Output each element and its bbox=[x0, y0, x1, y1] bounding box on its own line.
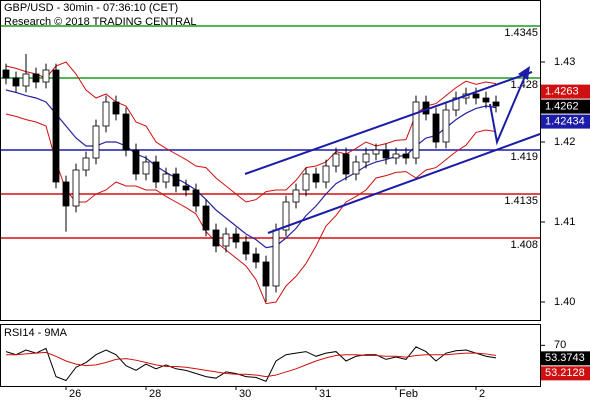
candle-body bbox=[242, 241, 250, 255]
candle-body bbox=[412, 101, 420, 159]
candle-body bbox=[432, 113, 440, 143]
candle-body bbox=[142, 161, 150, 175]
rsi-panel bbox=[5, 346, 497, 382]
arrow-head bbox=[518, 66, 530, 80]
candle-body bbox=[302, 173, 310, 191]
candle-body bbox=[92, 125, 100, 159]
candle-body bbox=[52, 69, 60, 183]
candle-body bbox=[72, 169, 80, 207]
candle-body bbox=[362, 153, 370, 163]
x-tick-label: 26 bbox=[69, 388, 81, 400]
candle-body bbox=[222, 233, 230, 247]
candle-body bbox=[42, 69, 50, 83]
x-tick-label: 2 bbox=[479, 388, 485, 400]
candle-body bbox=[22, 73, 30, 87]
candle-body bbox=[352, 161, 360, 175]
y-tick-label: 1.40 bbox=[554, 296, 575, 308]
y-tick-label: 1.41 bbox=[554, 216, 575, 228]
price-box-label: 1.42434 bbox=[545, 116, 585, 128]
candle-body bbox=[232, 233, 240, 243]
candle-body bbox=[132, 149, 140, 175]
candle-body bbox=[182, 185, 190, 191]
candle-body bbox=[152, 161, 160, 183]
candle-body bbox=[212, 229, 220, 247]
candle-body bbox=[372, 149, 380, 155]
candle-body bbox=[292, 189, 300, 203]
rsi-tick-label: 70 bbox=[554, 339, 566, 351]
rsi-line bbox=[5, 346, 497, 382]
candle-body bbox=[262, 261, 270, 287]
candle-body bbox=[82, 157, 90, 171]
level-label: 1.4345 bbox=[504, 27, 538, 39]
channel-lower bbox=[267, 133, 541, 234]
candle-body bbox=[472, 93, 480, 99]
x-tick-label: 31 bbox=[319, 388, 331, 400]
trend-channel bbox=[244, 66, 541, 234]
candle-body bbox=[442, 109, 450, 143]
candle-body bbox=[312, 173, 320, 183]
candle-body bbox=[252, 253, 260, 263]
candle-body bbox=[192, 189, 200, 207]
y-tick-label: 1.42 bbox=[554, 136, 575, 148]
candle-body bbox=[112, 101, 120, 115]
x-tick-label: 30 bbox=[239, 388, 251, 400]
price-box bbox=[541, 99, 590, 114]
level-label: 1.419 bbox=[510, 151, 538, 163]
candle-body bbox=[382, 149, 390, 159]
price-frame bbox=[0, 0, 541, 321]
candle-body bbox=[332, 153, 340, 167]
candle-body bbox=[392, 153, 400, 159]
candle-body bbox=[62, 181, 70, 207]
x-tick-label: 28 bbox=[149, 388, 161, 400]
level-label: 1.4135 bbox=[504, 195, 538, 207]
candle-body bbox=[202, 205, 210, 231]
candle-body bbox=[402, 153, 410, 159]
forecast-arrow bbox=[489, 73, 527, 146]
rsi-frame bbox=[0, 324, 541, 387]
candle-body bbox=[2, 69, 10, 79]
candle-body bbox=[322, 165, 330, 183]
rsi-line bbox=[6, 351, 497, 378]
candle-body bbox=[12, 77, 20, 87]
band-line bbox=[5, 113, 497, 305]
rsi-box-label: 53.3743 bbox=[545, 352, 585, 364]
candle-body bbox=[172, 173, 180, 187]
rsi-box bbox=[541, 366, 590, 381]
candle-body bbox=[272, 229, 280, 287]
chart-title: GBP/USD - 30min - 07:36:10 (CET) bbox=[4, 2, 178, 14]
level-label: 1.428 bbox=[510, 79, 538, 91]
channel-upper bbox=[244, 71, 533, 175]
candle-body bbox=[162, 173, 170, 183]
rsi-box bbox=[541, 351, 590, 366]
candle-body bbox=[282, 201, 290, 231]
chart-subtitle: Research © 2018 TRADING CENTRAL bbox=[4, 16, 197, 28]
candle-body bbox=[492, 101, 500, 107]
price-box bbox=[541, 114, 590, 129]
candle-body bbox=[32, 73, 40, 83]
rsi-box-label: 53.2128 bbox=[545, 367, 585, 379]
y-tick-label: 1.43 bbox=[554, 56, 575, 68]
level-label: 1.408 bbox=[510, 239, 538, 251]
price-box bbox=[541, 84, 590, 99]
price-box-label: 1.4262 bbox=[545, 101, 579, 113]
price-box-label: 1.4263 bbox=[545, 86, 579, 98]
candle-body bbox=[102, 101, 110, 127]
rsi-title: RSI14 - 9MA bbox=[4, 327, 68, 339]
candle-body bbox=[482, 97, 490, 103]
candle-body bbox=[122, 113, 130, 151]
x-tick-label: Feb bbox=[399, 388, 418, 400]
candle-body bbox=[342, 153, 350, 175]
